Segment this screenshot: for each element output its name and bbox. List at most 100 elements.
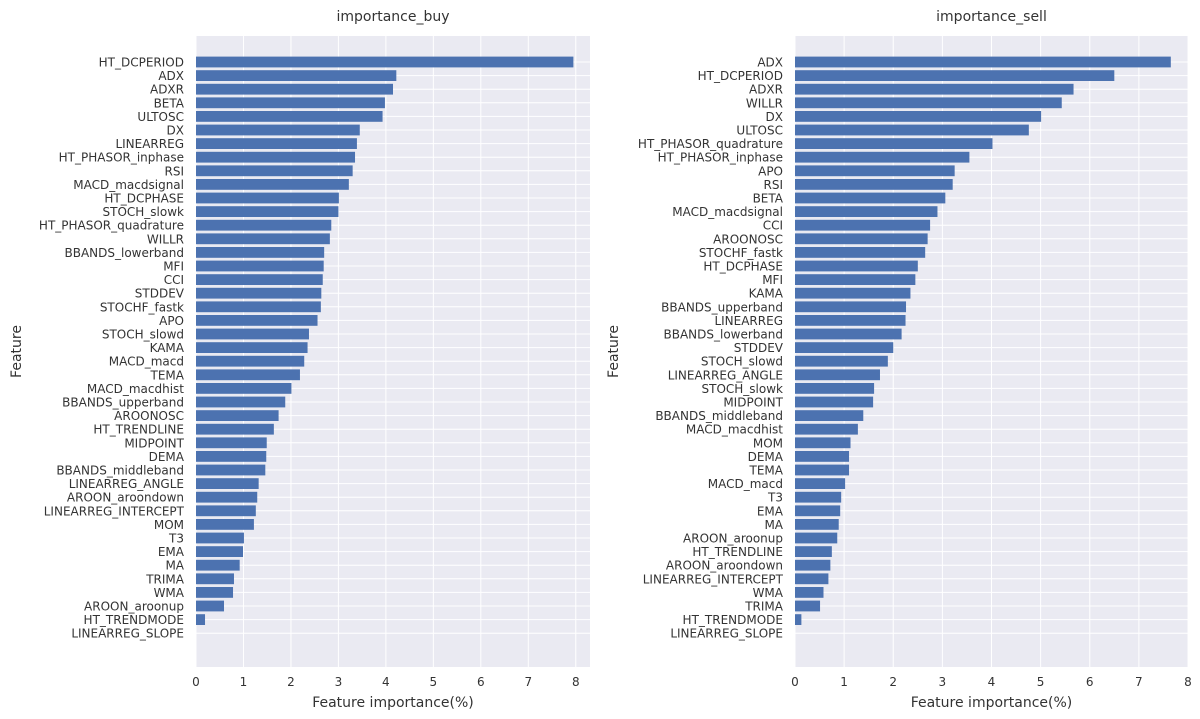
y-tick-label: ULTOSC	[736, 124, 783, 138]
y-tick-label: BETA	[753, 192, 784, 206]
y-tick-label: STOCH_slowd	[102, 328, 184, 342]
bar-trima	[795, 600, 821, 612]
bar-aroonosc	[795, 233, 928, 245]
bar-stochf-fastk	[795, 247, 926, 258]
y-tick-label: WMA	[753, 586, 784, 600]
y-tick-label: DEMA	[149, 450, 185, 464]
y-tick-label: MACD_macdhist	[686, 423, 783, 437]
y-tick-label: AROON_aroondown	[67, 491, 184, 505]
y-tick-label: MIDPOINT	[124, 436, 184, 450]
y-axis-label: Feature	[9, 325, 25, 378]
bar-stoch-slowd	[196, 328, 309, 340]
y-tick-label: MACD_macdsignal	[73, 178, 184, 192]
bar-mom	[795, 437, 851, 449]
y-tick-label: MOM	[753, 436, 783, 450]
bar-ma	[196, 559, 240, 571]
y-tick-label: HT_DCPERIOD	[698, 69, 783, 83]
x-tick-label: 0	[791, 675, 799, 689]
bar-t3	[196, 532, 244, 544]
bar-ht-phasor-quadrature	[196, 219, 332, 231]
bar-macd-macdsignal	[196, 179, 349, 190]
bar-ht-dcphase	[795, 260, 918, 272]
y-tick-label: CCI	[763, 219, 783, 233]
y-tick-label: LINEARREG	[115, 137, 184, 151]
x-tick-label: 6	[477, 675, 485, 689]
bar-ht-trendmode	[795, 614, 802, 625]
y-tick-label: AROON_aroondown	[666, 559, 783, 573]
y-tick-label: MFI	[163, 260, 184, 274]
bar-beta	[196, 97, 385, 109]
y-tick-label: WILLR	[746, 96, 783, 110]
y-tick-label: CCI	[164, 273, 184, 287]
y-tick-label: APO	[758, 164, 783, 178]
y-tick-label: HT_DCPERIOD	[99, 56, 184, 70]
bar-linearreg-intercept	[196, 505, 256, 517]
bar-ultosc	[795, 124, 1029, 136]
y-tick-label: TEMA	[150, 368, 185, 382]
bar-mom	[196, 519, 254, 530]
bar-macd-macd	[795, 478, 846, 489]
x-tick-label: 0	[192, 675, 200, 689]
bar-bbands-middleband	[795, 410, 864, 421]
chart-title: importance_buy	[336, 9, 449, 25]
y-tick-label: HT_TRENDLINE	[93, 423, 184, 437]
bar-ma	[795, 519, 839, 530]
y-tick-label: STDDEV	[734, 341, 784, 355]
y-tick-label: RSI	[165, 164, 185, 178]
bar-tema	[196, 369, 300, 381]
y-tick-label: MA	[165, 559, 184, 573]
bar-wma	[795, 587, 824, 598]
bar-stoch-slowk	[196, 206, 339, 217]
bar-linearreg-angle	[196, 478, 259, 489]
bar-ultosc	[196, 111, 383, 122]
bar-aroon-aroondown	[196, 491, 258, 503]
bar-linearreg-intercept	[795, 573, 829, 585]
y-tick-label: AROONOSC	[114, 409, 184, 423]
y-tick-label: STOCH_slowd	[701, 355, 783, 369]
x-tick-label: 1	[840, 675, 848, 689]
y-tick-label: ULTOSC	[137, 110, 184, 124]
bar-bbands-upperband	[196, 396, 286, 408]
y-tick-label: DX	[167, 124, 184, 138]
y-tick-label: RSI	[764, 178, 784, 192]
bar-mfi	[196, 260, 324, 272]
bar-apo	[196, 315, 318, 326]
y-tick-label: HT_TRENDMODE	[683, 613, 783, 627]
y-tick-label: STOCH_slowk	[103, 205, 185, 219]
y-tick-label: DEMA	[748, 450, 784, 464]
bar-aroon-aroonup	[196, 600, 225, 612]
y-tick-label: ADXR	[749, 83, 783, 97]
bar-adxr	[795, 83, 1074, 95]
x-axis-label: Feature importance(%)	[312, 695, 474, 711]
y-tick-label: ADX	[757, 56, 783, 70]
bar-beta	[795, 192, 946, 204]
y-tick-label: DX	[766, 110, 783, 124]
chart-importance-sell: 0 1 2 3 4 5 6 7 8 ADXHT_DCPERIODADXRWILLRDXULTOSC…	[606, 9, 1192, 711]
y-tick-label: HT_PHASOR_inphase	[658, 151, 783, 165]
chart-importance-buy: 0 1 2 3 4 5 6 7 8HT_DCPERIODADXADXRBETAULTOSCDXL…	[9, 9, 590, 711]
bar-dx	[795, 111, 1042, 122]
bar-ht-trendline	[196, 423, 274, 435]
y-tick-label: KAMA	[150, 341, 185, 355]
bar-cci	[795, 219, 931, 231]
bar-ht-phasor-quadrature	[795, 138, 993, 149]
y-tick-label: WILLR	[147, 232, 184, 246]
bar-bbands-lowerband	[196, 247, 325, 258]
y-tick-label: STDDEV	[135, 287, 185, 301]
y-tick-label: AROON_aroonup	[84, 600, 184, 614]
bar-ht-dcperiod	[795, 70, 1115, 81]
y-tick-label: LINEARREG_INTERCEPT	[44, 504, 185, 518]
bar-dema	[196, 451, 267, 462]
bar-wma	[196, 587, 234, 598]
y-tick-label: MACD_macd	[109, 355, 184, 369]
bar-ht-dcperiod	[196, 56, 574, 68]
bar-macd-macdhist	[196, 383, 292, 394]
bar-adx	[196, 70, 397, 81]
bar-dx	[196, 124, 360, 136]
bar-ht-phasor-inphase	[196, 151, 356, 163]
y-tick-label: HT_DCPHASE	[104, 192, 184, 206]
y-tick-label: BBANDS_middleband	[56, 464, 184, 478]
bar-ht-trendmode	[196, 614, 206, 625]
bar-willr	[196, 233, 330, 245]
